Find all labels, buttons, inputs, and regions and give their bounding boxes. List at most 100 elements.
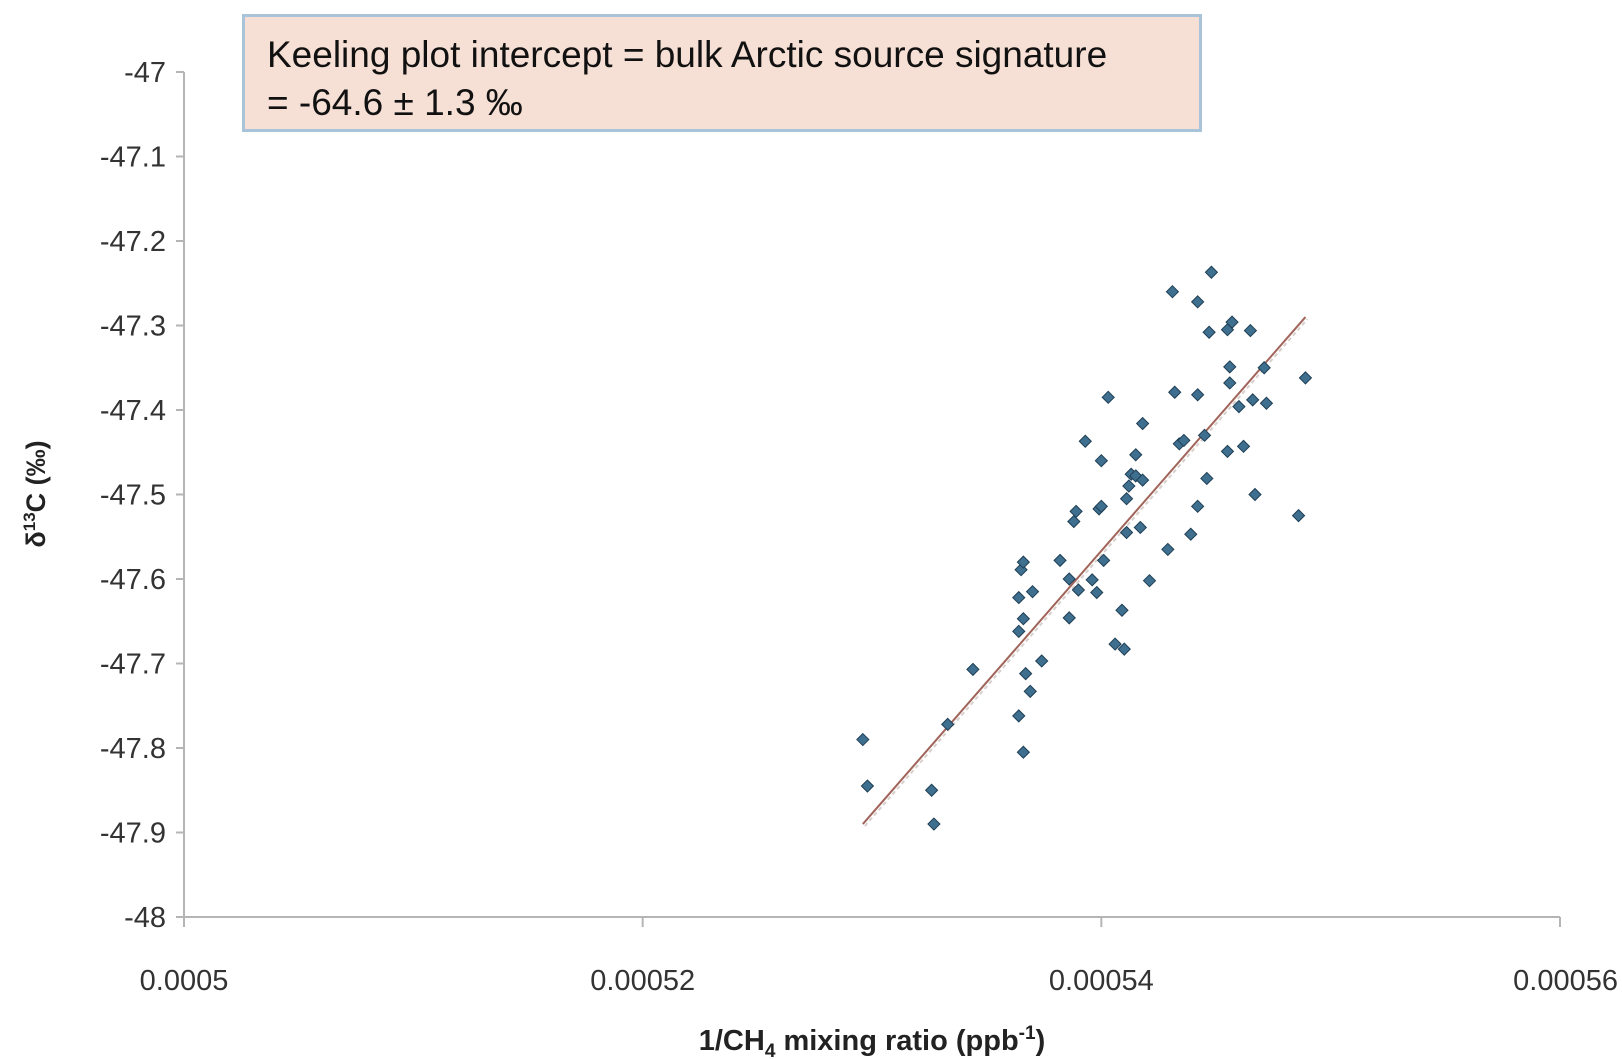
data-point xyxy=(856,732,870,747)
x-tick-label: 0.0005 xyxy=(140,965,229,997)
data-point xyxy=(1016,612,1031,626)
data-point xyxy=(1090,585,1104,600)
data-point xyxy=(1190,388,1205,402)
y-axis-title: δ13C (‰) xyxy=(20,440,51,547)
x-tick-label: 0.00056 xyxy=(1513,965,1618,997)
data-point xyxy=(1298,371,1313,385)
data-point xyxy=(1067,514,1081,529)
data-point xyxy=(1197,428,1212,443)
data-point xyxy=(1016,555,1031,569)
y-tick-label: -47.9 xyxy=(100,818,166,850)
y-tick-label: -47.5 xyxy=(100,480,166,512)
data-point xyxy=(924,783,939,797)
data-point xyxy=(1129,448,1143,462)
data-point xyxy=(1135,416,1150,431)
y-axis-title-prefix: δ xyxy=(21,531,51,547)
data-point xyxy=(1101,390,1115,405)
data-point xyxy=(1204,265,1219,279)
data-point xyxy=(1259,396,1274,410)
data-point xyxy=(1117,642,1131,656)
annotation-line-1: Keeling plot intercept = bulk Arctic sou… xyxy=(267,34,1108,75)
data-point xyxy=(1119,525,1134,540)
data-point xyxy=(1291,508,1306,523)
y-tick-label: -48 xyxy=(124,902,166,934)
data-point xyxy=(1053,553,1067,568)
data-point xyxy=(1202,325,1216,339)
x-tick-label: 0.00052 xyxy=(590,965,695,997)
data-point xyxy=(1062,572,1076,586)
trendline xyxy=(862,316,1307,825)
trendline-group xyxy=(862,316,1309,827)
data-point xyxy=(1257,361,1271,375)
axes xyxy=(183,72,1560,918)
data-point xyxy=(1245,393,1260,407)
data-point xyxy=(1012,709,1026,723)
data-point xyxy=(1248,487,1262,502)
x-axis-title-sup: -1 xyxy=(1019,1023,1036,1044)
y-tick-label: -47.4 xyxy=(100,395,166,427)
data-point xyxy=(940,717,955,732)
data-point xyxy=(1168,385,1182,399)
data-point xyxy=(927,817,941,831)
x-axis-title-sub: 4 xyxy=(765,1041,776,1059)
y-tick-label: -47.3 xyxy=(100,311,166,343)
data-point xyxy=(1236,439,1251,454)
data-point xyxy=(1096,553,1111,568)
y-axis-title-suffix: C (‰) xyxy=(21,440,51,512)
data-point xyxy=(1133,520,1148,535)
data-point xyxy=(1223,376,1237,390)
y-tick-group: -47 -47.1 -47.2 -47.3 -47.4 -47.5 -47.6 -47.7 -4… xyxy=(100,57,184,934)
data-point xyxy=(1012,590,1026,605)
data-point xyxy=(1016,745,1031,759)
data-point xyxy=(1085,573,1099,587)
data-point xyxy=(1223,360,1237,374)
data-point xyxy=(1018,666,1033,681)
data-point xyxy=(1071,583,1086,597)
data-point xyxy=(1094,453,1109,468)
data-point xyxy=(1078,434,1092,448)
data-point xyxy=(1069,504,1083,519)
y-tick-label: -47.8 xyxy=(100,733,166,765)
data-point xyxy=(1119,492,1134,506)
data-point xyxy=(1012,624,1026,639)
y-tick-label: -47.2 xyxy=(100,226,166,258)
x-axis-title-middle: mixing ratio (ppb xyxy=(775,1025,1018,1057)
data-point xyxy=(1161,542,1175,557)
data-point xyxy=(1177,433,1191,448)
x-tick-group: 0.0005 0.00052 0.00054 0.00056 xyxy=(140,917,1618,997)
data-point xyxy=(1108,637,1122,651)
data-point xyxy=(1243,323,1258,338)
data-point xyxy=(860,779,875,793)
data-point xyxy=(1225,315,1239,329)
data-point xyxy=(1034,654,1049,668)
data-point xyxy=(1190,499,1205,514)
data-point xyxy=(1190,295,1205,309)
data-point xyxy=(1122,479,1136,493)
y-tick-label: -47.6 xyxy=(100,564,166,596)
data-point xyxy=(966,662,980,677)
y-axis-title-sup: 13 xyxy=(20,512,39,531)
data-points xyxy=(856,265,1313,831)
data-point xyxy=(1094,499,1109,514)
trendline-shadow xyxy=(864,318,1309,827)
data-point xyxy=(1165,284,1180,299)
data-point xyxy=(1200,471,1214,486)
y-tick-label: -47.7 xyxy=(100,649,166,681)
x-tick-label: 0.00054 xyxy=(1049,965,1154,997)
data-point xyxy=(1025,584,1040,599)
data-point xyxy=(1220,444,1235,459)
y-tick-label: -47.1 xyxy=(100,142,166,174)
annotation-box: Keeling plot intercept = bulk Arctic sou… xyxy=(242,14,1202,132)
x-axis-title-prefix: 1/CH xyxy=(699,1025,765,1057)
data-point xyxy=(1142,573,1157,588)
data-point xyxy=(1023,684,1037,699)
x-axis-title-suffix: ) xyxy=(1036,1025,1046,1057)
data-point xyxy=(1232,399,1246,414)
data-point xyxy=(1135,473,1150,487)
data-point xyxy=(1115,603,1129,617)
data-point xyxy=(1184,527,1198,541)
y-tick-label: -47 xyxy=(124,57,166,89)
x-axis-title: 1/CH4 mixing ratio (ppb-1) xyxy=(699,1023,1046,1059)
data-point xyxy=(1062,611,1076,625)
